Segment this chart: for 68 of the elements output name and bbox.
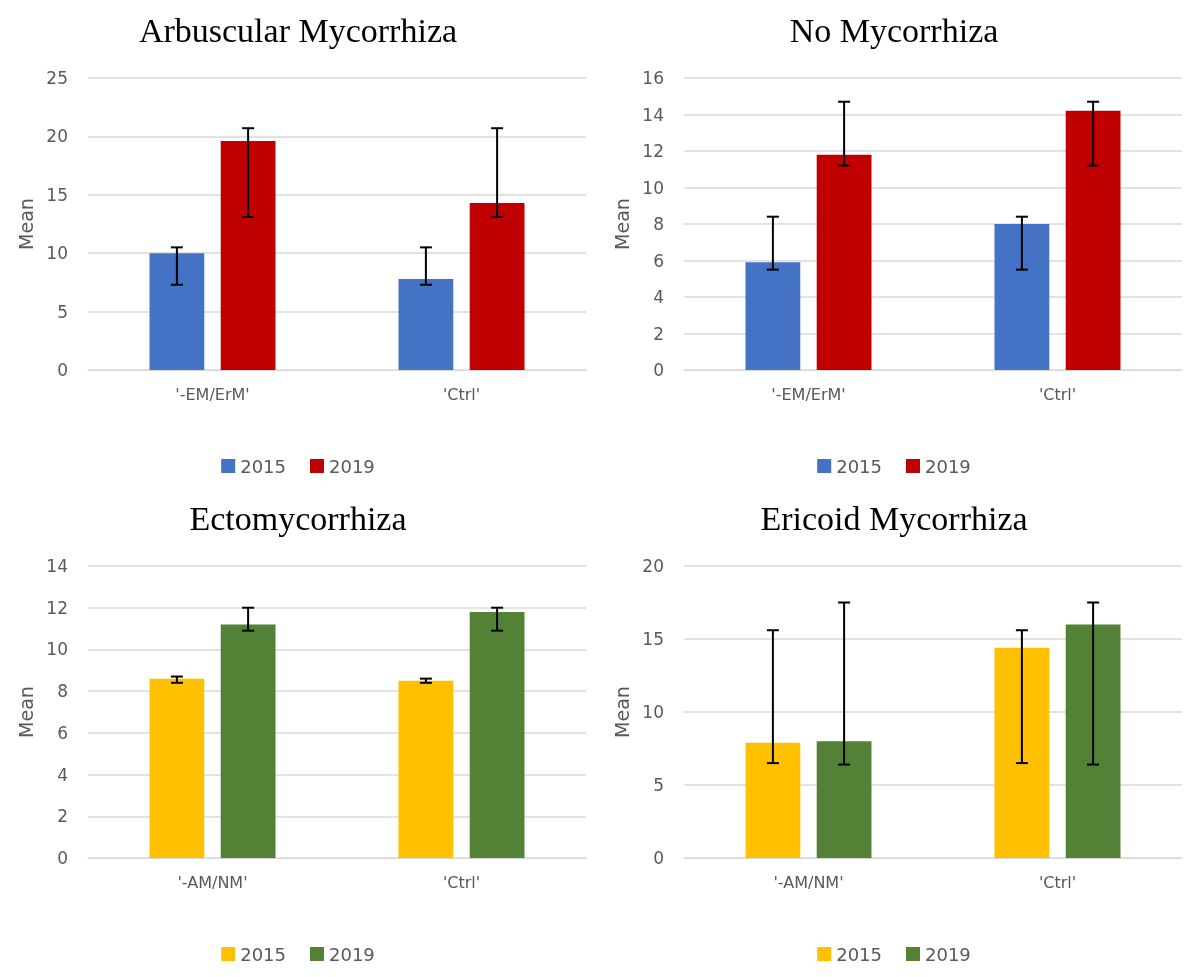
y-tick-label: 10 xyxy=(642,177,664,198)
y-tick-label: 2 xyxy=(653,323,664,344)
bar xyxy=(469,611,525,858)
legend-label: 2019 xyxy=(925,455,971,477)
y-tick-label: 8 xyxy=(653,214,664,234)
legend-label: 2015 xyxy=(836,455,882,477)
y-tick-label: 25 xyxy=(46,68,68,88)
y-axis-title: Mean xyxy=(610,686,633,738)
y-axis-title: Mean xyxy=(14,198,37,250)
y-tick-label: 20 xyxy=(642,556,664,576)
y-tick-label: 0 xyxy=(653,848,664,868)
y-tick-label: 15 xyxy=(642,629,664,649)
y-tick-label: 0 xyxy=(57,848,68,868)
bar xyxy=(994,224,1050,370)
bar xyxy=(1065,624,1121,858)
chart-title: Arbuscular Mycorrhiza xyxy=(138,11,458,49)
legend-label: 2015 xyxy=(240,455,286,477)
y-tick-label: 6 xyxy=(57,722,68,743)
chart-title: Ectomycorrhiza xyxy=(189,499,407,537)
y-tick-label: 12 xyxy=(642,141,664,161)
y-tick-label: 14 xyxy=(46,556,68,576)
bar xyxy=(1065,110,1121,370)
x-tick-label: 'Ctrl' xyxy=(1038,384,1077,404)
y-tick-label: 15 xyxy=(46,184,68,205)
y-tick-label: 2 xyxy=(57,806,68,827)
y-axis-title: Mean xyxy=(14,686,37,738)
y-tick-label: 0 xyxy=(653,360,664,380)
bar xyxy=(398,680,454,858)
y-tick-label: 14 xyxy=(642,104,664,125)
y-tick-label: 16 xyxy=(642,68,664,88)
y-tick-label: 5 xyxy=(653,775,664,795)
x-tick-label: 'Ctrl' xyxy=(442,872,481,892)
y-tick-label: 10 xyxy=(46,639,68,660)
y-tick-label: 10 xyxy=(46,243,68,264)
bar xyxy=(220,624,276,858)
y-axis-title: Mean xyxy=(610,198,633,250)
bar xyxy=(149,678,205,858)
y-tick-label: 6 xyxy=(653,250,664,271)
bar xyxy=(745,742,801,858)
bar xyxy=(994,647,1050,858)
legend-label: 2015 xyxy=(836,943,882,965)
bar xyxy=(469,202,525,370)
chart-title: Ericoid Mycorrhiza xyxy=(760,499,1028,537)
bar xyxy=(745,262,801,370)
bar xyxy=(816,741,872,858)
y-tick-label: 5 xyxy=(57,301,68,322)
bar xyxy=(816,154,872,370)
y-tick-label: 4 xyxy=(653,287,664,307)
legend-label: 2019 xyxy=(329,943,375,965)
chart-title: No Mycorrhiza xyxy=(789,11,999,49)
y-tick-label: 10 xyxy=(642,702,664,722)
x-tick-label: '-AM/NM' xyxy=(773,872,844,892)
legend-label: 2019 xyxy=(925,943,971,965)
bar xyxy=(220,141,276,370)
bar xyxy=(398,278,454,370)
y-tick-label: 20 xyxy=(46,126,68,147)
y-tick-label: 0 xyxy=(57,360,68,380)
legend-label: 2019 xyxy=(329,455,375,477)
y-tick-label: 4 xyxy=(57,764,68,785)
legend-label: 2015 xyxy=(240,943,286,965)
x-tick-label: 'Ctrl' xyxy=(442,384,481,404)
x-tick-label: '-EM/ErM' xyxy=(175,384,250,404)
bar xyxy=(149,253,205,370)
y-tick-label: 8 xyxy=(57,681,68,702)
x-tick-label: '-EM/ErM' xyxy=(771,384,846,404)
x-tick-label: '-AM/NM' xyxy=(177,872,248,892)
y-tick-label: 12 xyxy=(46,597,68,618)
x-tick-label: 'Ctrl' xyxy=(1038,872,1077,892)
